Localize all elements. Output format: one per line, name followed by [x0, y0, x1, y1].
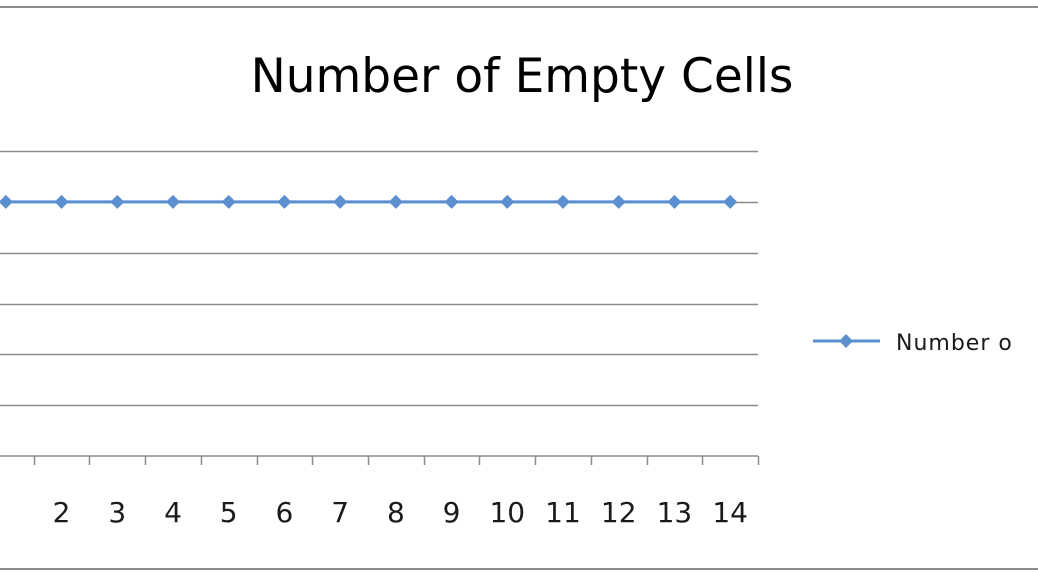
x-tick-label: 3: [108, 496, 126, 529]
chart-title: Number of Empty Cells: [251, 49, 794, 104]
data-point: [667, 194, 682, 209]
data-point: [221, 194, 236, 209]
data-point: [166, 194, 180, 209]
legend-series-marker: [839, 334, 853, 348]
x-tick-label: 5: [220, 496, 238, 529]
gridlines: [0, 150, 758, 407]
data-point: [611, 194, 626, 209]
x-tick-label: 6: [276, 496, 294, 529]
x-tick-label: 4: [164, 496, 182, 529]
x-tick-label: 8: [387, 496, 405, 529]
x-tick-label: 14: [712, 496, 748, 529]
x-tick-label: 12: [601, 496, 637, 529]
x-tick-label: 11: [545, 496, 581, 529]
data-point: [54, 194, 69, 209]
x-tick-label: 13: [657, 496, 693, 529]
x-axis: [0, 455, 760, 465]
data-point: [444, 194, 459, 209]
data-point: [388, 194, 403, 209]
data-point: [333, 194, 348, 209]
x-tick-label: 7: [331, 496, 349, 529]
data-point: [556, 194, 570, 209]
data-point: [0, 194, 13, 209]
x-tick-label: 10: [489, 496, 525, 529]
series-layer: [0, 194, 738, 209]
legend: Number o: [813, 331, 1013, 356]
x-tick-label: 2: [53, 496, 71, 529]
x-tick-label: 9: [443, 496, 461, 529]
data-point: [500, 194, 515, 209]
x-tick-labels: 2 3 4 5 6 7 8 9 10 11 12 13 14: [53, 496, 748, 529]
data-point: [723, 194, 738, 209]
data-point: [110, 194, 125, 209]
legend-series-label: Number o: [896, 331, 1013, 356]
data-point: [277, 194, 292, 209]
